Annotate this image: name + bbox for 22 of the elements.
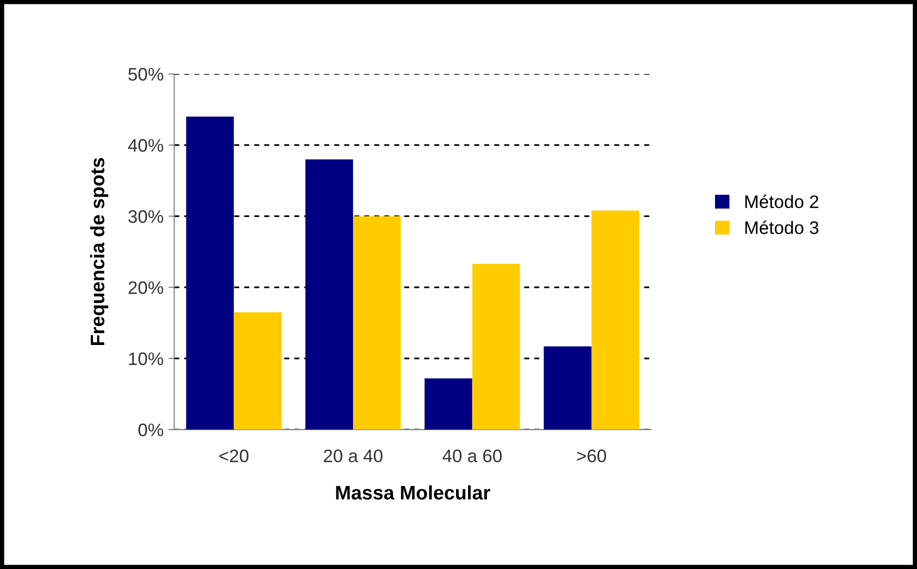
bar — [353, 216, 401, 430]
x-tick-label: 40 a 60 — [442, 450, 502, 462]
y-tick-label: 0% — [138, 424, 164, 436]
x-tick-label: <20 — [219, 450, 248, 462]
bar — [305, 159, 354, 430]
bar — [472, 264, 520, 430]
x-axis-title: Massa Molecular — [336, 485, 490, 500]
y-tick-label: 50% — [128, 68, 164, 81]
y-tick-label: 30% — [128, 210, 164, 223]
y-tick-label: 10% — [129, 352, 164, 366]
bar — [591, 210, 640, 430]
bar — [186, 116, 234, 430]
bar — [544, 346, 592, 430]
y-axis-title: Frequencia de spots — [90, 158, 108, 346]
legend-label: Método 3 — [745, 220, 818, 234]
bar — [234, 312, 282, 430]
x-tick-label: >60 — [577, 450, 606, 462]
legend-label: Método 2 — [745, 194, 818, 208]
x-tick-label: 20 a 40 — [324, 450, 382, 462]
y-tick-label: 20% — [128, 281, 164, 294]
bar — [424, 378, 472, 430]
y-tick-label: 40% — [128, 139, 164, 152]
